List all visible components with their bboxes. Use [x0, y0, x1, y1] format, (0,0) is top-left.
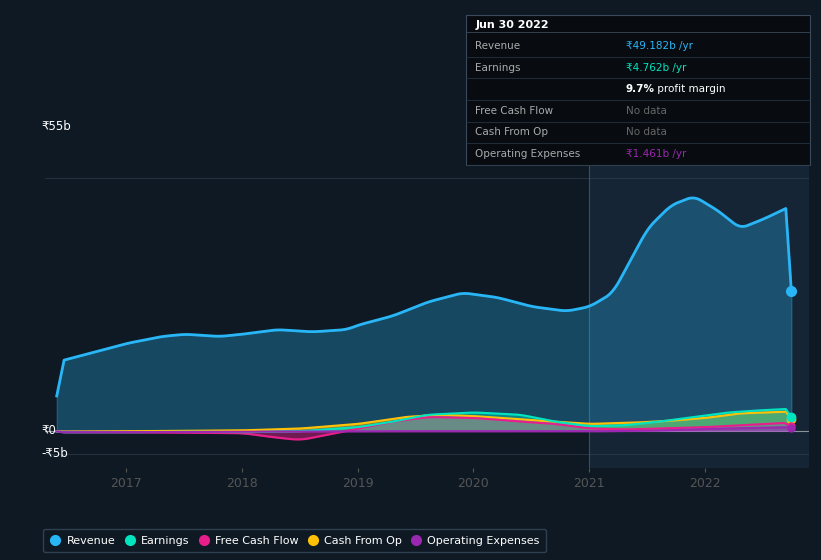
Text: ₹55b: ₹55b: [41, 120, 71, 133]
Text: Earnings: Earnings: [475, 63, 521, 73]
Text: Free Cash Flow: Free Cash Flow: [475, 106, 553, 116]
Bar: [589, 146, 809, 468]
Text: No data: No data: [626, 127, 667, 137]
Text: -₹5b: -₹5b: [41, 447, 68, 460]
Legend: Revenue, Earnings, Free Cash Flow, Cash From Op, Operating Expenses: Revenue, Earnings, Free Cash Flow, Cash …: [43, 529, 547, 552]
Text: ₹4.762b /yr: ₹4.762b /yr: [626, 63, 686, 73]
Text: No data: No data: [626, 106, 667, 116]
Text: ₹49.182b /yr: ₹49.182b /yr: [626, 41, 693, 51]
Text: profit margin: profit margin: [654, 84, 726, 94]
Text: Operating Expenses: Operating Expenses: [475, 149, 580, 159]
Text: 9.7%: 9.7%: [626, 84, 654, 94]
Text: Jun 30 2022: Jun 30 2022: [475, 20, 549, 30]
Text: Cash From Op: Cash From Op: [475, 127, 548, 137]
Text: ₹0: ₹0: [41, 424, 56, 437]
Text: ₹1.461b /yr: ₹1.461b /yr: [626, 149, 686, 159]
Text: Revenue: Revenue: [475, 41, 521, 51]
